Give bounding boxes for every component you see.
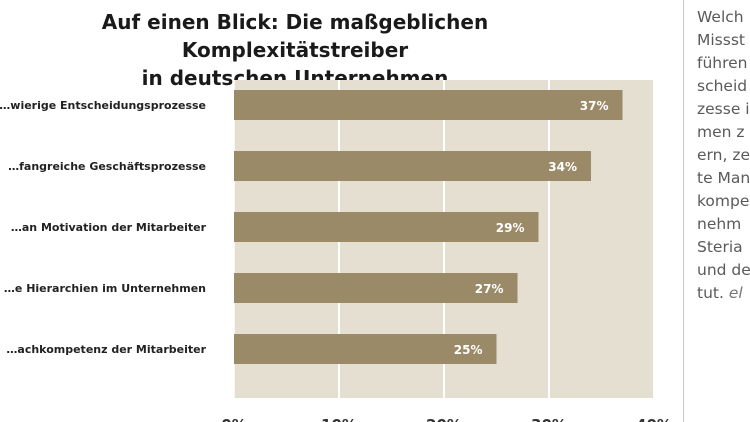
x-tick-label: 30% [531, 416, 567, 422]
sidebar-line: scheid [697, 77, 748, 95]
bar [234, 212, 539, 242]
data-label: 27% [475, 282, 504, 296]
bar-chart: 37% …wierige Entscheidungsprozesse 34% …fan… [0, 80, 672, 422]
category-label: …e Hierarchien im Unternehmen [4, 282, 206, 295]
bar [234, 90, 623, 120]
chart-title-line-1: Auf einen Blick: Die maßgeblichen Komple… [101, 10, 489, 62]
data-label: 37% [580, 99, 609, 113]
sidebar-line: men z [697, 123, 745, 141]
category-label: …fangreiche Geschäftsprozesse [8, 160, 206, 173]
sidebar-line: und de [697, 261, 750, 279]
bar [234, 151, 591, 181]
x-tick-label: 0% [221, 416, 246, 422]
x-tick-label: 20% [426, 416, 462, 422]
category-label: …achkompetenz der Mitarbeiter [6, 343, 206, 356]
column-divider [683, 0, 684, 422]
sidebar-line: Welch [697, 8, 744, 26]
bar [234, 273, 518, 303]
sidebar-line: führen [697, 54, 748, 72]
x-tick-label: 40% [636, 416, 672, 422]
sidebar-line-text: tut. [697, 284, 724, 302]
sidebar-line: tut. el [697, 282, 750, 305]
sidebar-line: ern, ze [697, 146, 750, 164]
data-label: 29% [496, 221, 525, 235]
author-signature: el [728, 284, 743, 302]
category-label: …an Motivation der Mitarbeiter [11, 221, 207, 234]
sidebar-line: kompe [697, 192, 750, 210]
data-label: 25% [454, 343, 483, 357]
sidebar-line: nehm [697, 215, 742, 233]
x-tick-label: 10% [321, 416, 357, 422]
sidebar-line: Steria [697, 238, 743, 256]
category-label: …wierige Entscheidungsprozesse [0, 99, 206, 112]
sidebar-line: te Man [697, 169, 750, 187]
sidebar-line: zesse i [697, 100, 750, 118]
data-label: 34% [548, 160, 577, 174]
bar [234, 334, 497, 364]
sidebar-article-text: Welch Missst führen scheid zesse i men z… [697, 6, 750, 422]
sidebar-line: Missst [697, 31, 745, 49]
